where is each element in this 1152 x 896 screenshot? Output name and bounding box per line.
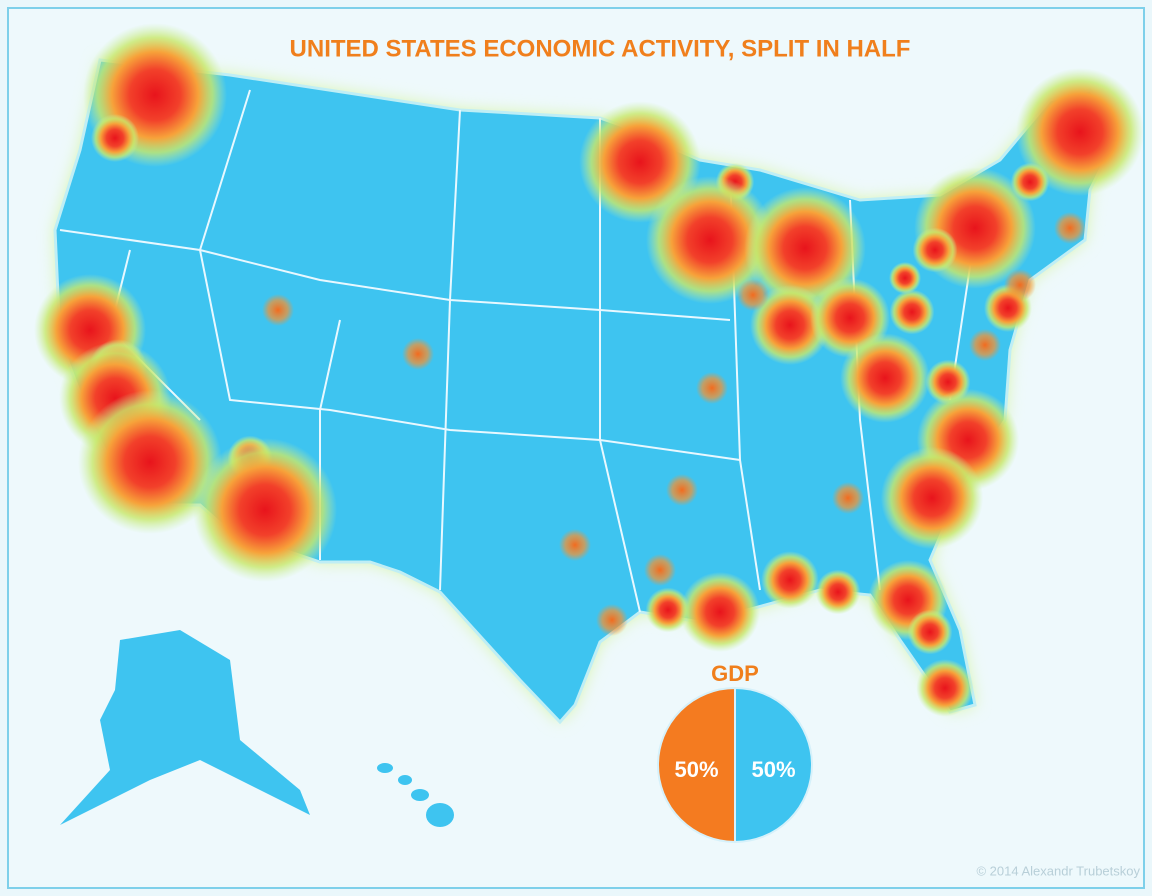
hotspot (912, 227, 958, 273)
pie-label: 50% (674, 757, 718, 782)
hotspot (750, 285, 830, 365)
hotspot (815, 569, 861, 615)
hotspot (889, 262, 921, 294)
hotspot (916, 659, 974, 717)
minor-hotspot (1054, 212, 1086, 244)
minor-hotspot (262, 294, 294, 326)
hotspot (680, 572, 760, 652)
hotspot (880, 446, 984, 550)
pie-title: GDP (711, 661, 759, 686)
hotspot (907, 609, 953, 655)
minor-hotspot (737, 279, 769, 311)
activity-hotspots (34, 23, 1144, 717)
hotspot (744, 187, 866, 309)
gdp-pie: 50% 50% (657, 686, 813, 844)
alaska (60, 630, 310, 825)
minor-hotspot (402, 338, 434, 370)
minor-hotspot (969, 329, 1001, 361)
minor-hotspot (696, 372, 728, 404)
minor-hotspot (666, 474, 698, 506)
hotspot (646, 176, 774, 304)
pie-slice (657, 686, 736, 844)
hotspot (1010, 162, 1050, 202)
hotspot (193, 438, 337, 582)
us-map (34, 23, 1144, 827)
hotspot (840, 333, 930, 423)
minor-hotspot (559, 529, 591, 561)
hotspot (1016, 68, 1144, 196)
credit: © 2014 Alexandr Trubetskoy (976, 863, 1140, 878)
hotspot (78, 390, 222, 534)
hotspot (761, 551, 819, 609)
hotspot (645, 587, 691, 633)
minor-hotspot (644, 554, 676, 586)
minor-hotspot (596, 604, 628, 636)
pie-slice (734, 686, 813, 844)
minor-hotspot (832, 482, 864, 514)
hotspot (889, 289, 935, 335)
hotspot (91, 114, 139, 162)
minor-hotspot (1004, 269, 1036, 301)
pie-label: 50% (751, 757, 795, 782)
hawaii (377, 763, 454, 827)
map-title: UNITED STATES ECONOMIC ACTIVITY, SPLIT I… (290, 35, 911, 62)
